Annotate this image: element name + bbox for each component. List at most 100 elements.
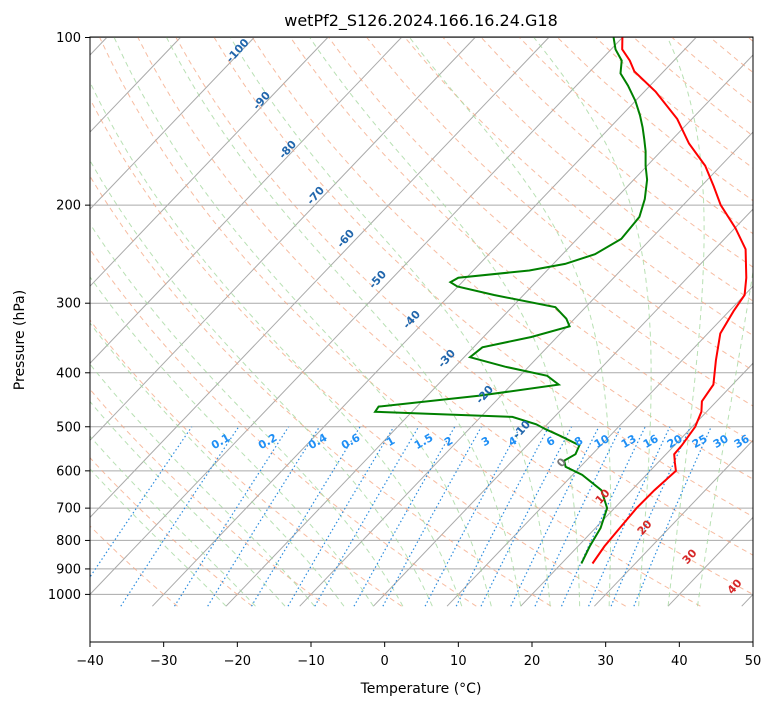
y-tick-label: 300 <box>56 297 81 312</box>
moist-adiabat-line <box>90 435 256 607</box>
mixing-ratio-line <box>120 426 240 607</box>
isotherm-line <box>299 131 753 607</box>
isotherm-line <box>373 208 753 607</box>
mixing-ratio-line <box>382 426 482 607</box>
mixing-ratio-line <box>173 426 290 607</box>
mixing-ratio-label: 13 <box>619 432 639 451</box>
dry-adiabat-line <box>90 248 477 607</box>
dry-adiabat-label: 40 <box>725 576 745 596</box>
y-tick-label: 400 <box>56 366 81 381</box>
dry-adiabat-line <box>748 37 753 42</box>
x-tick-label: 10 <box>450 654 467 669</box>
isotherm-line <box>520 362 753 607</box>
x-tick-label: −30 <box>150 654 177 669</box>
x-tick-label: 50 <box>745 654 762 669</box>
isotherm-line <box>667 516 753 607</box>
dry-adiabat-label: 20 <box>635 517 655 537</box>
moist-adiabat-line <box>409 37 612 607</box>
moist-adiabat-line <box>90 363 315 607</box>
isotherm-line <box>90 37 476 442</box>
mixing-ratio-label: 25 <box>690 432 710 451</box>
mixing-ratio-label: 0.6 <box>339 431 363 452</box>
dry-adiabat-label: -100 <box>224 36 252 65</box>
mixing-ratio-label: 2 <box>442 434 455 449</box>
x-tick-label: −20 <box>224 654 251 669</box>
dry-adiabat-label: 10 <box>593 486 613 506</box>
dry-adiabat-line <box>213 37 753 518</box>
y-tick-label: 1000 <box>48 588 81 603</box>
x-tick-label: −10 <box>297 654 324 669</box>
y-tick-label: 700 <box>56 502 81 517</box>
mixing-ratio-label: 1 <box>384 434 397 449</box>
dry-adiabat-line <box>328 37 753 407</box>
moist-adiabat-line <box>90 81 463 607</box>
dry-adiabat-line <box>251 37 753 480</box>
moist-adiabat-line <box>667 37 705 607</box>
x-tick-label: 20 <box>524 654 541 669</box>
dry-adiabat-line <box>709 37 753 74</box>
mixing-ratio-label: 8 <box>572 434 585 449</box>
dry-adiabat-label: -60 <box>334 227 357 251</box>
dry-adiabat-line <box>99 37 701 607</box>
x-axis-label: Temperature (°C) <box>360 681 482 697</box>
chart-title: wetPf2_S126.2024.166.16.24.G18 <box>284 11 558 31</box>
y-tick-label: 100 <box>56 31 81 46</box>
mixing-ratio-line <box>510 426 600 607</box>
mixing-ratio-line <box>633 426 712 607</box>
mixing-ratio-line <box>314 426 420 607</box>
y-tick-label: 500 <box>56 420 81 435</box>
isotherm-line <box>90 37 402 364</box>
dry-adiabat-line <box>633 37 753 137</box>
dry-adiabat-label: -70 <box>304 184 327 208</box>
mixing-ratio-line <box>480 426 573 607</box>
dry-adiabat-line <box>557 37 753 202</box>
isotherm-line <box>90 37 255 210</box>
mixing-ratio-line <box>353 426 456 607</box>
dry-adiabat-label: -40 <box>400 308 423 332</box>
mixing-ratio-label: 10 <box>592 432 612 451</box>
moist-adiabat-line <box>533 37 652 607</box>
dry-adiabat-line <box>290 37 753 443</box>
mixing-ratio-label: 1.5 <box>412 431 435 452</box>
mixing-ratio-label: 36 <box>732 432 752 451</box>
moist-adiabat-line <box>697 268 753 607</box>
mixing-ratio-label: 3 <box>479 434 492 449</box>
dry-adiabat-line <box>137 37 753 595</box>
y-axis-label: Pressure (hPa) <box>12 290 28 390</box>
dry-adiabat-line <box>90 319 402 607</box>
mixing-ratio-label: 0.2 <box>256 431 279 452</box>
mixing-ratio-label: 0.4 <box>306 431 330 452</box>
dry-adiabat-label: -20 <box>473 383 496 407</box>
mixing-ratio-line <box>287 426 395 607</box>
moist-adiabat-line <box>90 159 433 607</box>
isotherm-line <box>90 37 623 596</box>
moist-adiabat-line <box>90 222 404 607</box>
moist-adiabat-line <box>90 400 286 607</box>
isotherm-line <box>90 37 550 519</box>
dry-adiabat-line <box>90 388 328 607</box>
mixing-ratio-line <box>424 426 521 607</box>
dry-adiabat-label: 30 <box>680 546 700 566</box>
temperature-trace <box>591 37 748 565</box>
mixing-ratio-line <box>250 426 361 607</box>
mixing-ratio-line <box>90 426 193 579</box>
mixing-ratio-line <box>455 426 550 607</box>
moist-adiabat-line <box>90 276 374 607</box>
x-tick-label: −40 <box>76 654 103 669</box>
skewt-background-lines <box>90 37 753 607</box>
dry-adiabat-line <box>175 37 753 556</box>
moist-adiabat-line <box>166 37 522 607</box>
x-tick-label: 40 <box>671 654 688 669</box>
mixing-ratio-label: 16 <box>641 432 661 451</box>
mixing-ratio-line <box>588 426 671 607</box>
mixing-ratio-label: 20 <box>665 432 685 451</box>
mixing-ratio-label: 6 <box>544 434 557 449</box>
mixing-ratio-label: 30 <box>711 432 731 451</box>
mixing-ratio-line <box>534 426 622 607</box>
x-tick-label: 30 <box>597 654 614 669</box>
x-tick-label: 0 <box>381 654 389 669</box>
isotherm-line <box>446 285 753 607</box>
moist-adiabat-line <box>90 468 227 607</box>
y-tick-label: 200 <box>56 199 81 214</box>
